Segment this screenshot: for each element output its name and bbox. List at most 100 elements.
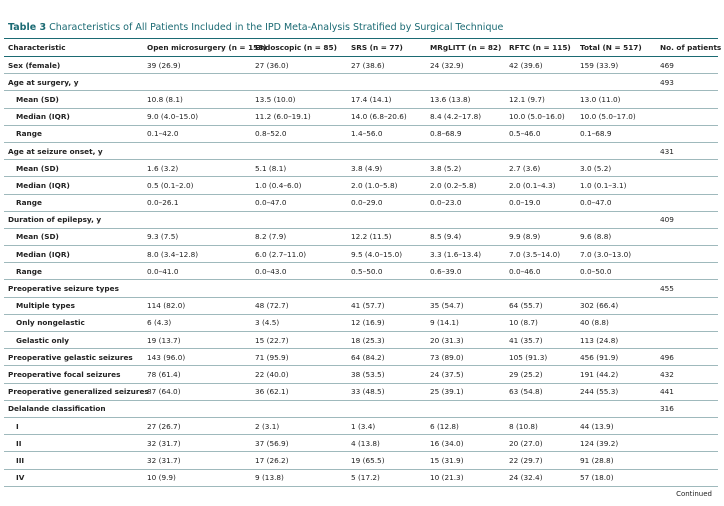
- table-caption: Table 3 Characteristics of All Patients …: [8, 22, 503, 33]
- sub-row: Median (IQR) 9.0 (4.0–15.0) 11.2 (6.0–19.1…: [4, 108, 718, 126]
- cell: 9 (14.1): [426, 314, 505, 333]
- cell: 2.0 (0.1–4.3): [505, 176, 576, 195]
- cell: [143, 400, 251, 418]
- cell: 6 (12.8): [426, 417, 505, 436]
- column-header: RFTC (n = 115): [505, 38, 576, 57]
- cell: [426, 73, 505, 92]
- cell: 124 (39.2): [576, 434, 656, 453]
- cell: 32 (31.7): [143, 451, 251, 470]
- group-row: Delalande classification 316: [4, 400, 718, 418]
- cell: 15 (22.7): [251, 331, 347, 350]
- cell: 36 (62.1): [251, 383, 347, 401]
- group-row: Age at surgery, y 493: [4, 73, 718, 92]
- cell: 10.0 (5.0–17.0): [576, 108, 656, 126]
- patient-count: [656, 228, 718, 247]
- row-label: Preoperative focal seizures: [4, 365, 143, 384]
- patient-count: 431: [656, 142, 718, 161]
- cell: 1.0 (0.1–3.1): [576, 176, 656, 195]
- sub-row: Range 0.0–41.0 0.0–43.0 0.5–50.0 0.6–39.0 0.0…: [4, 262, 718, 281]
- cell: [251, 400, 347, 418]
- sub-row: Mean (SD) 9.3 (7.5) 8.2 (7.9) 12.2 (11.5) 8.…: [4, 228, 718, 247]
- cell: 1 (3.4): [347, 417, 426, 436]
- cell: 0.5–50.0: [347, 262, 426, 281]
- row-label: II: [4, 434, 143, 453]
- cell: 40 (8.8): [576, 314, 656, 333]
- cell: 13.5 (10.0): [251, 90, 347, 109]
- cell: 0.8–52.0: [251, 125, 347, 143]
- cell: 19 (65.5): [347, 451, 426, 470]
- cell: [251, 142, 347, 161]
- sub-row: IV 10 (9.9) 9 (13.8) 5 (17.2) 10 (21.3) 24 (3…: [4, 469, 718, 487]
- cell: 78 (61.4): [143, 365, 251, 384]
- cell: 24 (32.4): [505, 469, 576, 487]
- patient-count: [656, 176, 718, 195]
- continued-note: Continued: [676, 490, 712, 498]
- cell: 10 (21.3): [426, 469, 505, 487]
- cell: 25 (39.1): [426, 383, 505, 401]
- cell: 9.9 (8.9): [505, 228, 576, 247]
- cell: [143, 211, 251, 229]
- cell: 9.5 (4.0–15.0): [347, 245, 426, 264]
- cell: [143, 279, 251, 298]
- cell: 8.0 (3.4–12.8): [143, 245, 251, 264]
- table-title: Characteristics of All Patients Included…: [49, 22, 504, 33]
- cell: [426, 279, 505, 298]
- cell: 63 (54.8): [505, 383, 576, 401]
- row-label: Range: [4, 194, 143, 212]
- table-body: Sex (female) 39 (26.9) 27 (36.0) 27 (38.6) 2…: [4, 56, 718, 487]
- sub-row: Range 0.0–26.1 0.0–47.0 0.0–29.0 0.0–23.0 0.0…: [4, 194, 718, 212]
- cell: [347, 400, 426, 418]
- cell: 159 (33.9): [576, 56, 656, 75]
- sub-row: Mean (SD) 10.8 (8.1) 13.5 (10.0) 17.4 (14.1…: [4, 90, 718, 109]
- sub-row: I 27 (26.7) 2 (3.1) 1 (3.4) 6 (12.8) 8 (10.8)…: [4, 417, 718, 436]
- cell: 2.0 (0.2–5.8): [426, 176, 505, 195]
- patient-count: [656, 90, 718, 109]
- cell: [576, 73, 656, 92]
- patient-count: 469: [656, 56, 718, 75]
- cell: 91 (28.8): [576, 451, 656, 470]
- cell: 3 (4.5): [251, 314, 347, 333]
- cell: 2.7 (3.6): [505, 159, 576, 178]
- cell: 87 (64.0): [143, 383, 251, 401]
- row-label: Delalande classification: [4, 400, 143, 418]
- cell: [347, 73, 426, 92]
- cell: 37 (56.9): [251, 434, 347, 453]
- patient-count: [656, 469, 718, 487]
- cell: 39 (26.9): [143, 56, 251, 75]
- header-row: Characteristic Open microsurgery (n = 158…: [4, 38, 721, 57]
- cell: 0.0–46.0: [505, 262, 576, 281]
- cell: [505, 211, 576, 229]
- column-header: Endoscopic (n = 85): [251, 38, 347, 57]
- cell: 113 (24.8): [576, 331, 656, 350]
- cell: [426, 142, 505, 161]
- sub-row: Median (IQR) 8.0 (3.4–12.8) 6.0 (2.7–11.0)…: [4, 245, 718, 264]
- cell: [347, 211, 426, 229]
- group-row: Preoperative seizure types 455: [4, 279, 718, 298]
- cell: 9.0 (4.0–15.0): [143, 108, 251, 126]
- patient-count: [656, 108, 718, 126]
- cell: 71 (95.9): [251, 348, 347, 367]
- column-header: Open microsurgery (n = 158): [143, 38, 267, 57]
- cell: 0.1–68.9: [576, 125, 656, 143]
- table: Characteristic Open microsurgery (n = 158…: [4, 38, 721, 487]
- patient-count: 409: [656, 211, 718, 229]
- cell: 19 (13.7): [143, 331, 251, 350]
- cell: 41 (57.7): [347, 297, 426, 315]
- patient-count: [656, 331, 718, 350]
- cell: 64 (55.7): [505, 297, 576, 315]
- cell: 29 (25.2): [505, 365, 576, 384]
- cell: 0.6–39.0: [426, 262, 505, 281]
- cell: 9.3 (7.5): [143, 228, 251, 247]
- cell: 2 (3.1): [251, 417, 347, 436]
- row-label: Age at seizure onset, y: [4, 142, 143, 161]
- group-row: Preoperative generalized seizures 87 (64.…: [4, 383, 718, 401]
- cell: 0.0–47.0: [251, 194, 347, 212]
- cell: [251, 211, 347, 229]
- row-label: Mean (SD): [4, 228, 143, 247]
- row-label: Sex (female): [4, 56, 143, 75]
- column-header: SRS (n = 77): [347, 38, 426, 57]
- patient-count: [656, 245, 718, 264]
- cell: 16 (34.0): [426, 434, 505, 453]
- cell: [251, 73, 347, 92]
- patient-count: [656, 125, 718, 143]
